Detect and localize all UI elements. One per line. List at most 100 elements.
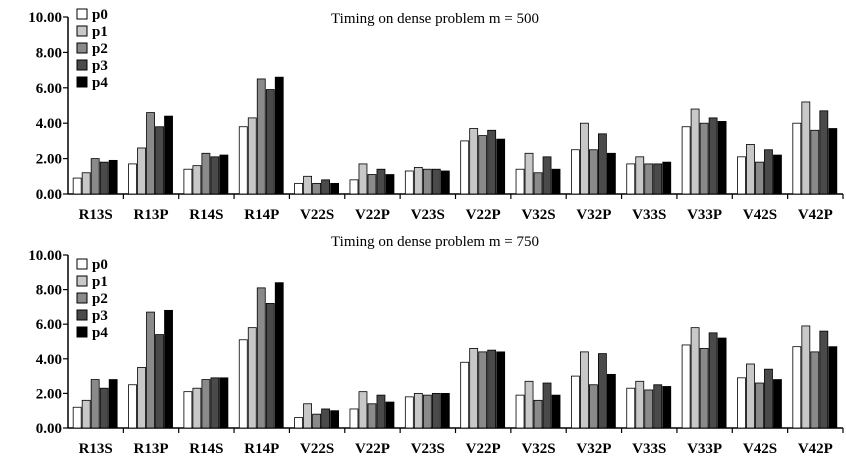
x-tick-label: V22P [355,441,390,456]
bar-p0 [128,384,137,429]
y-tick-label: 10.00 [28,248,62,264]
x-tick-label: R14S [189,441,223,456]
bar-p2 [810,129,820,195]
bar-p1 [358,163,368,195]
x-tick-label: V23S [411,207,445,223]
bar-p3 [487,129,497,195]
bar-p3 [764,368,773,429]
bar-p3 [376,168,386,195]
bar-p3 [597,133,607,195]
bar-p2 [146,112,155,195]
y-tick-label: 8.00 [36,45,62,61]
bar-p0 [128,163,137,195]
bar-p0 [72,406,82,429]
bar-p0 [404,170,414,195]
legend-label: p4 [92,325,108,341]
bar-p3 [265,303,275,429]
bar-p2 [201,152,211,195]
bar-p4 [108,159,118,195]
bar-p0 [183,391,193,429]
chart-m500: 0.00 2.00 4.00 6.00 8.00 10.00 Timing on dense… [28,7,844,223]
bar-p0 [238,339,248,429]
bar-p2 [256,287,266,429]
x-tick-label: V33S [632,441,666,456]
legend-swatch-p2 [76,42,88,54]
bar-p1 [524,152,534,195]
bar-p0 [570,375,580,429]
x-tick-label: V42P [798,207,833,223]
y-tick-label: 4.00 [36,116,62,132]
bar-p1 [690,327,700,429]
bar-p4 [219,154,229,195]
bar-p0 [238,126,248,195]
legend-swatch-p0 [76,8,88,20]
x-tick-label: R13P [134,207,169,223]
bar-p1 [247,117,257,195]
bar-p3 [99,161,109,195]
bar-p4 [330,410,340,429]
legend-label: p3 [92,308,108,324]
legend-swatch-p0 [76,258,88,270]
legend-swatch-p4 [76,76,88,88]
bar-p1 [81,399,91,429]
bar-p1 [192,387,202,429]
bar-p2 [755,161,764,195]
bar-p2 [478,135,488,195]
bar-p1 [690,108,700,195]
bar-p4 [440,392,450,429]
legend-swatch-p3 [76,309,88,321]
bar-p2 [367,403,377,429]
bar-p3 [155,126,164,195]
bar-p2 [810,351,820,429]
legend-label: p1 [92,24,108,40]
x-tick-label: V33P [687,441,722,456]
x-tick-label: V32P [576,441,611,456]
legend-label: p4 [92,75,108,91]
bar-p2 [644,163,654,195]
bar-p1 [137,147,146,195]
bar-p4 [828,128,838,195]
bar-p2 [367,174,377,195]
x-tick-label: V33S [632,207,666,223]
x-tick-label: V22P [355,207,390,223]
bar-p3 [376,394,386,429]
bar-p3 [708,332,718,429]
bar-p0 [460,361,470,429]
legend-label: p1 [92,274,108,290]
bar-p2 [644,389,654,429]
bar-p2 [422,394,432,429]
bar-p3 [542,382,552,429]
bar-p4 [606,373,616,429]
bar-p0 [737,156,746,195]
bar-p4 [496,351,506,429]
bar-p4 [164,309,173,429]
bar-p4 [385,401,395,429]
bar-p0 [681,126,691,195]
legend-swatch-p4 [76,326,88,338]
x-tick-label: R13S [79,207,113,223]
bar-p1 [635,156,645,195]
bar-p4 [662,386,672,429]
bar-p2 [422,168,432,195]
x-tick-label: V22P [466,441,501,456]
bar-p0 [349,408,359,429]
y-tick-label: 8.00 [36,283,62,299]
bar-p1 [469,348,479,429]
x-tick-label: R14P [244,441,279,456]
bar-p4 [773,154,782,195]
bar-p3 [99,387,109,429]
bar-p0 [515,394,525,429]
x-tick-label: V42S [743,441,777,456]
x-tick-label: V22S [300,207,334,223]
legend-swatch-p2 [76,292,88,304]
bar-p3 [597,353,607,429]
legend-label: p0 [92,7,108,23]
y-tick-label: 6.00 [36,317,62,333]
bar-p4 [551,394,561,429]
y-tick-label: 2.00 [36,386,62,402]
bar-p2 [533,399,543,429]
bar-p1 [524,380,534,429]
bar-p4 [440,170,450,195]
bar-p3 [819,110,829,195]
bar-p0 [294,417,304,429]
